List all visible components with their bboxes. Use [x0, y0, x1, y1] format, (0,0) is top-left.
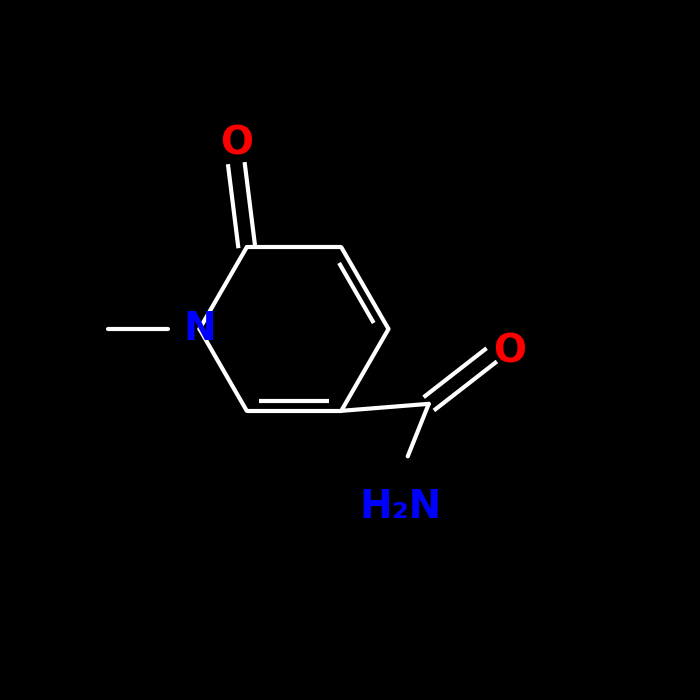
Text: O: O	[220, 125, 253, 162]
Text: O: O	[493, 332, 526, 370]
Text: N: N	[183, 310, 216, 348]
Text: H₂N: H₂N	[360, 488, 442, 526]
